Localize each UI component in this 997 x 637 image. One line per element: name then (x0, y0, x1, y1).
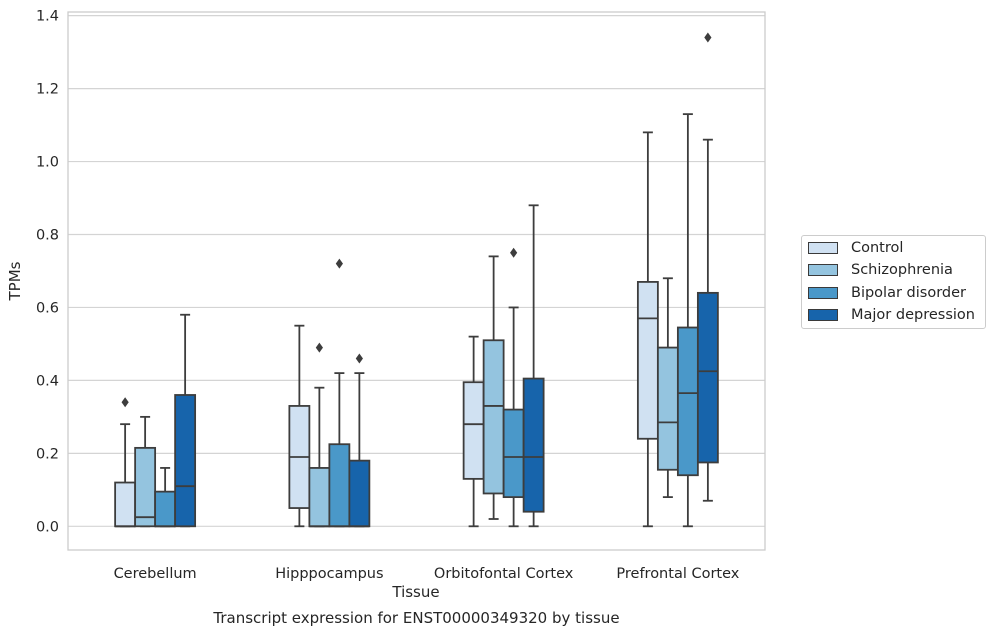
box-bipolar-disorder-0 (154, 467, 177, 528)
plot-frame (67, 11, 766, 551)
box-major-depression-2 (522, 204, 545, 528)
y-tick-label: 1.0 (36, 155, 59, 171)
box-control-3 (636, 131, 659, 528)
legend-label-schizophrenia: Schizophrenia (851, 262, 953, 278)
x-axis-label: Tissue (391, 583, 439, 601)
box-bipolar-disorder-1 (328, 258, 351, 528)
y-tick-label: 0.6 (36, 300, 59, 316)
outlier-point (315, 342, 323, 353)
box-control-1 (288, 324, 311, 528)
legend-label-control: Control (851, 240, 904, 256)
box-iqr (656, 346, 679, 471)
box-control-2 (462, 335, 485, 528)
y-tick-label: 0.2 (36, 446, 59, 462)
box-major-depression-0 (174, 313, 197, 528)
box-schizophrenia-1 (308, 342, 331, 528)
box-schizophrenia-2 (482, 255, 505, 520)
box-control-0 (114, 397, 137, 528)
outlier-point (355, 353, 363, 364)
box-iqr (696, 291, 719, 464)
x-tick-label: Hipppocampus (275, 566, 383, 582)
x-tick-label: Cerebellum (114, 566, 197, 582)
legend-swatch-control (808, 242, 838, 254)
box-iqr (308, 467, 331, 528)
legend-item-schizophrenia: Schizophrenia (808, 260, 953, 280)
box-major-depression-3 (696, 32, 719, 502)
x-tick-labels: Cerebellum Hipppocampus Orbitofontal Corte… (114, 566, 740, 582)
box-schizophrenia-3 (656, 277, 679, 499)
box-iqr (134, 446, 157, 528)
box-schizophrenia-0 (134, 415, 157, 528)
legend: Control Schizophrenia Bipolar disorder M… (801, 235, 986, 329)
y-tick-label: 1.2 (36, 82, 59, 98)
y-tick-label: 0.4 (36, 373, 59, 389)
y-tick-labels: 0.0 0.2 0.4 0.6 0.8 1.0 1.2 1.4 (36, 9, 59, 536)
outlier-point (335, 258, 343, 269)
box-iqr (154, 490, 177, 528)
x-tick-label: Prefrontal Cortex (616, 566, 739, 582)
box-iqr (676, 326, 699, 477)
y-tick-label: 1.4 (36, 9, 59, 25)
legend-item-control: Control (808, 238, 903, 258)
boxes (114, 32, 719, 528)
box-bipolar-disorder-3 (676, 113, 699, 528)
y-axis-label: TPMs (6, 261, 24, 301)
box-iqr (328, 443, 351, 528)
x-tick-label: Orbitofontal Cortex (434, 566, 574, 582)
figure-caption: Transcript expression for ENST0000034932… (213, 609, 620, 627)
box-major-depression-1 (348, 353, 371, 528)
box-iqr (174, 394, 197, 528)
box-iqr (636, 281, 659, 440)
box-iqr (348, 459, 371, 528)
box-iqr (114, 481, 137, 528)
legend-label-bipolar-disorder: Bipolar disorder (851, 285, 966, 301)
legend-swatch-bipolar-disorder (808, 287, 838, 299)
box-bipolar-disorder-2 (502, 247, 525, 528)
outlier-point (510, 247, 518, 258)
y-tick-label: 0.8 (36, 227, 59, 243)
box-iqr (462, 381, 485, 480)
outlier-point (121, 397, 129, 408)
legend-item-bipolar-disorder: Bipolar disorder (808, 283, 966, 303)
y-tick-label: 0.0 (36, 519, 59, 535)
outlier-point (704, 32, 712, 43)
box-iqr (522, 377, 545, 513)
legend-swatch-major-depression (808, 309, 838, 321)
legend-item-major-depression: Major depression (808, 305, 975, 325)
box-iqr (502, 408, 525, 499)
legend-swatch-schizophrenia (808, 264, 838, 276)
box-iqr (482, 339, 505, 495)
legend-label-major-depression: Major depression (851, 307, 975, 323)
